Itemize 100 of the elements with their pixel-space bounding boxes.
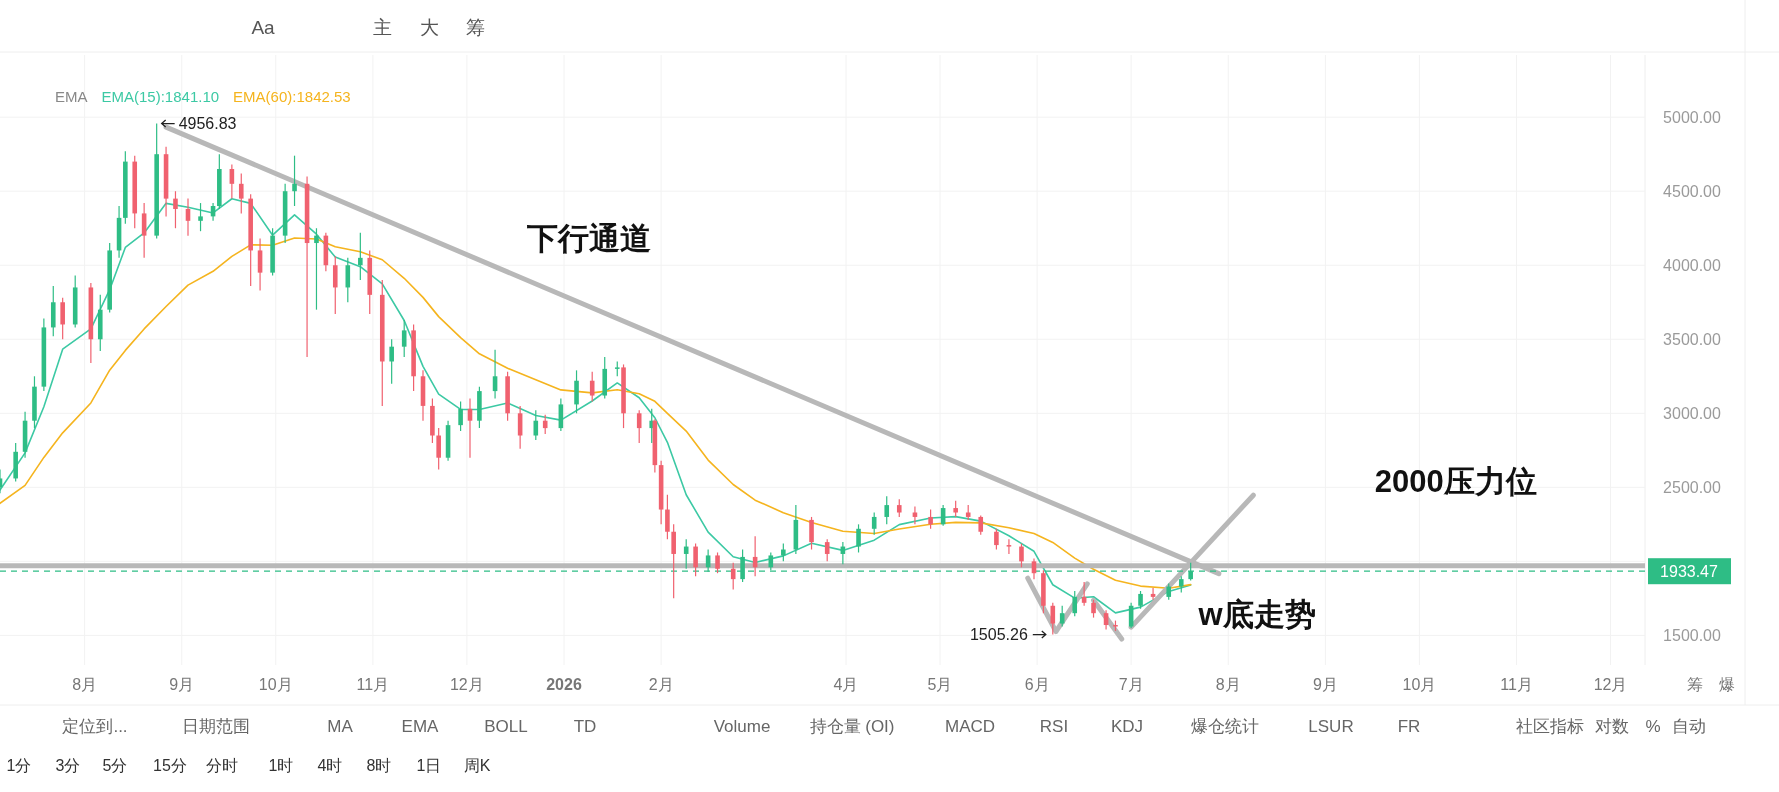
candlestick [1006,538,1012,555]
y-tick-label: 1500.00 [1663,627,1722,645]
candlestick [928,508,933,530]
x-tick-label: 10月 [1402,676,1437,693]
candlestick [198,202,203,232]
candlestick [871,511,877,536]
x-tick-label: 12月 [449,676,484,693]
x-tick-label: 2026 [546,676,582,693]
candlestick [978,514,984,536]
y-tick-label: 2500.00 [1663,479,1722,497]
y-tick-label: 4000.00 [1663,257,1722,275]
text: 社区指标 [1516,717,1584,736]
candlestick [809,516,814,551]
text: 筹 [465,17,485,38]
text: 主 [372,17,392,38]
text: 分时 [206,757,238,774]
candlestick [1019,542,1024,568]
text: 4时 [317,757,343,774]
candlestick [60,297,65,340]
text: 持仓量 (OI) [809,717,895,736]
text: 自动 [1672,717,1706,736]
text: BOLL [484,717,528,736]
candlestick [715,551,720,574]
x-tick-label: 9月 [169,676,195,693]
x-tick-label: 6月 [1024,676,1050,693]
text: LSUR [1308,717,1354,736]
ref-line-label: 2000压力位 [1374,463,1537,499]
text: RSI [1039,717,1069,736]
candlestick [358,232,363,281]
text: 日期范围 [182,717,250,736]
candlestick [173,190,178,229]
x-tick-label: 9月 [1312,676,1338,693]
candlestick [238,172,244,215]
candlestick [542,414,548,435]
candlestick [436,427,441,471]
line-series [0,197,1192,614]
candlestick [884,495,890,525]
candlestick [141,202,147,259]
y-tick-label: 3500.00 [1663,331,1722,349]
text: 大 [419,17,439,38]
candlestick [730,562,736,591]
text: 3分 [55,757,81,774]
candlestick [458,400,463,432]
text: MA [327,717,354,736]
x-tick-label: 12月 [1593,676,1628,693]
candlestick [292,155,297,207]
text: 5分 [102,757,128,774]
text: 爆仓统计 [1191,717,1259,736]
text: 1日 [416,757,442,774]
x-tick-label: 11月 [356,676,390,693]
text: Aa [251,17,276,38]
text: Volume [713,717,771,736]
y-tick-label: 4500.00 [1663,183,1722,201]
text: KDJ [1110,717,1144,736]
text: MACD [944,717,996,736]
candlestick [824,538,830,562]
x-tick-label: 8月 [72,676,98,693]
candlestick [636,409,642,444]
text: 定位到... [62,717,128,736]
y-tick-label: 3000.00 [1663,405,1722,423]
text: 1时 [268,757,294,774]
candlestick [257,237,263,292]
legend-title: EMA [55,88,88,105]
text: 爆 [1719,676,1735,693]
text: 15分 [153,757,187,774]
text: 对数 [1595,717,1629,736]
candlestick [1059,605,1065,628]
annotation: 下行通道 [526,221,651,256]
candlestick [665,494,670,540]
x-tick-label: 4月 [833,676,859,693]
candlestick [994,528,999,551]
y-tick-label: 5000.00 [1663,109,1722,127]
text: EMA(15):1841.10 [101,88,220,105]
annotation: 1505.26 [969,625,1028,643]
candlestick [401,319,407,358]
annotation: w底走势 [1197,597,1316,632]
text: TD [573,717,597,736]
candlestick [671,523,676,599]
candlestick [314,227,319,311]
x-tick-label: 5月 [927,676,953,693]
text: 1分 [6,757,32,774]
candlestick [589,371,595,403]
candlestick [332,255,338,315]
text: % [1645,717,1661,736]
text: 筹 [1687,676,1703,693]
text: FR [1397,717,1421,736]
ref-line-label: 1933.47 [1660,563,1719,581]
candlestick [574,369,579,414]
x-tick-label: 7月 [1118,676,1144,693]
text: 8时 [366,757,392,774]
candlestick [1072,590,1078,617]
candlestick [389,338,394,385]
candlestick [693,542,698,577]
text: 周K [463,757,491,774]
x-tick-label: 2月 [648,676,674,693]
x-tick-label: 11月 [1500,676,1533,693]
x-tick-label: 8月 [1215,676,1241,693]
text: EMA [401,717,440,736]
candlestick [683,538,689,570]
x-tick-label: 10月 [258,676,293,693]
